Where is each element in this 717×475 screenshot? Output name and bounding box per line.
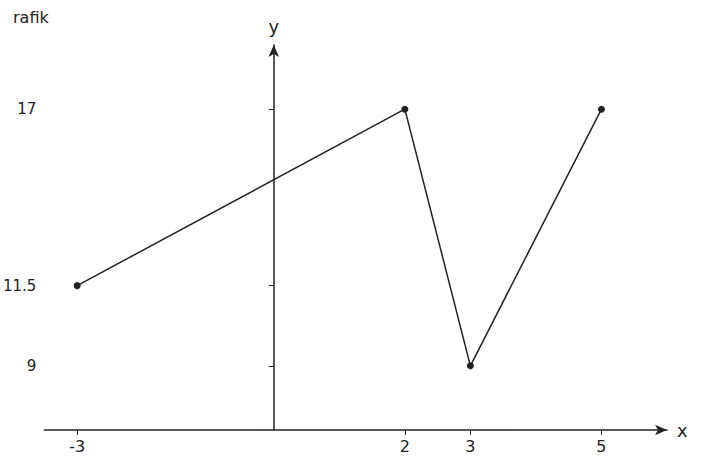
svg-text:17: 17: [17, 100, 36, 118]
svg-text:9: 9: [27, 357, 37, 375]
svg-text:-3: -3: [69, 437, 85, 456]
svg-text:2: 2: [400, 437, 410, 456]
svg-text:11.5: 11.5: [3, 277, 36, 295]
svg-text:3: 3: [465, 437, 475, 456]
svg-text:y: y: [268, 16, 279, 37]
svg-text:5: 5: [596, 437, 606, 456]
svg-text:rafik: rafik: [13, 8, 49, 27]
svg-text:x: x: [677, 420, 688, 441]
